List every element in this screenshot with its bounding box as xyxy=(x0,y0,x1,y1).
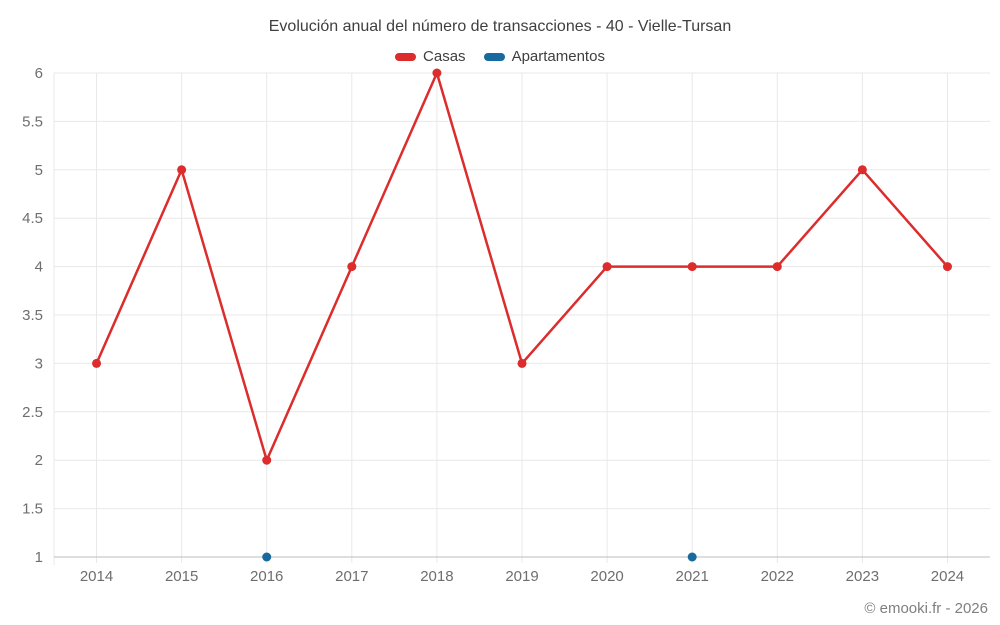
legend-label: Apartamentos xyxy=(511,48,605,65)
data-point[interactable] xyxy=(857,165,867,175)
legend-swatch-icon xyxy=(395,52,417,61)
legend-item-casas[interactable]: Casas xyxy=(395,48,466,65)
data-point[interactable] xyxy=(772,262,782,272)
x-tick-label: 2017 xyxy=(335,568,368,585)
x-tick-label: 2021 xyxy=(675,568,708,585)
legend-item-apartamentos[interactable]: Apartamentos xyxy=(483,48,605,65)
data-point[interactable] xyxy=(347,262,357,272)
x-tick-label: 2016 xyxy=(250,568,283,585)
x-tick-label: 2018 xyxy=(420,568,453,585)
x-tick-label: 2020 xyxy=(590,568,623,585)
chart-legend: Casas Apartamentos xyxy=(0,48,1000,65)
x-axis-labels: 2014 2015 2016 2017 2018 2019 2020 2021 2022 2023… xyxy=(80,568,964,585)
data-point[interactable] xyxy=(687,262,697,272)
y-tick-label: 2.5 xyxy=(22,404,43,421)
data-point[interactable] xyxy=(602,262,612,272)
gridlines xyxy=(53,72,990,565)
legend-label: Casas xyxy=(423,48,466,65)
chart-title: Evolución anual del número de transaccio… xyxy=(268,18,732,35)
data-point[interactable] xyxy=(517,358,527,368)
x-tick-label: 2014 xyxy=(80,568,113,585)
x-tick-label: 2023 xyxy=(846,568,879,585)
y-tick-label: 4 xyxy=(35,259,43,276)
x-tick-label: 2019 xyxy=(505,568,538,585)
data-point[interactable] xyxy=(262,552,272,562)
y-tick-label: 3 xyxy=(35,355,43,372)
y-tick-label: 1 xyxy=(35,549,43,566)
series-casas xyxy=(92,68,952,465)
series-apartamentos xyxy=(262,552,697,562)
y-tick-label: 2 xyxy=(35,452,43,469)
copyright-footer: © emooki.fr - 2026 xyxy=(864,600,988,617)
data-point[interactable] xyxy=(92,358,102,368)
y-axis-labels: 1 1.5 2 2.5 3 3.5 4 4.5 5 5.5 6 xyxy=(22,65,43,566)
y-tick-label: 3.5 xyxy=(22,307,43,324)
data-point[interactable] xyxy=(262,455,272,465)
data-point[interactable] xyxy=(177,165,187,175)
x-tick-label: 2015 xyxy=(165,568,198,585)
data-point[interactable] xyxy=(942,262,952,272)
x-tick-label: 2022 xyxy=(761,568,794,585)
x-tick-label: 2024 xyxy=(931,568,964,585)
data-point[interactable] xyxy=(687,552,697,562)
y-tick-label: 5.5 xyxy=(22,113,43,130)
y-tick-label: 1.5 xyxy=(22,501,43,518)
legend-swatch-icon xyxy=(483,52,505,61)
y-tick-label: 5 xyxy=(35,162,43,179)
y-tick-label: 4.5 xyxy=(22,210,43,227)
data-point[interactable] xyxy=(432,68,442,78)
y-tick-label: 6 xyxy=(35,65,43,82)
